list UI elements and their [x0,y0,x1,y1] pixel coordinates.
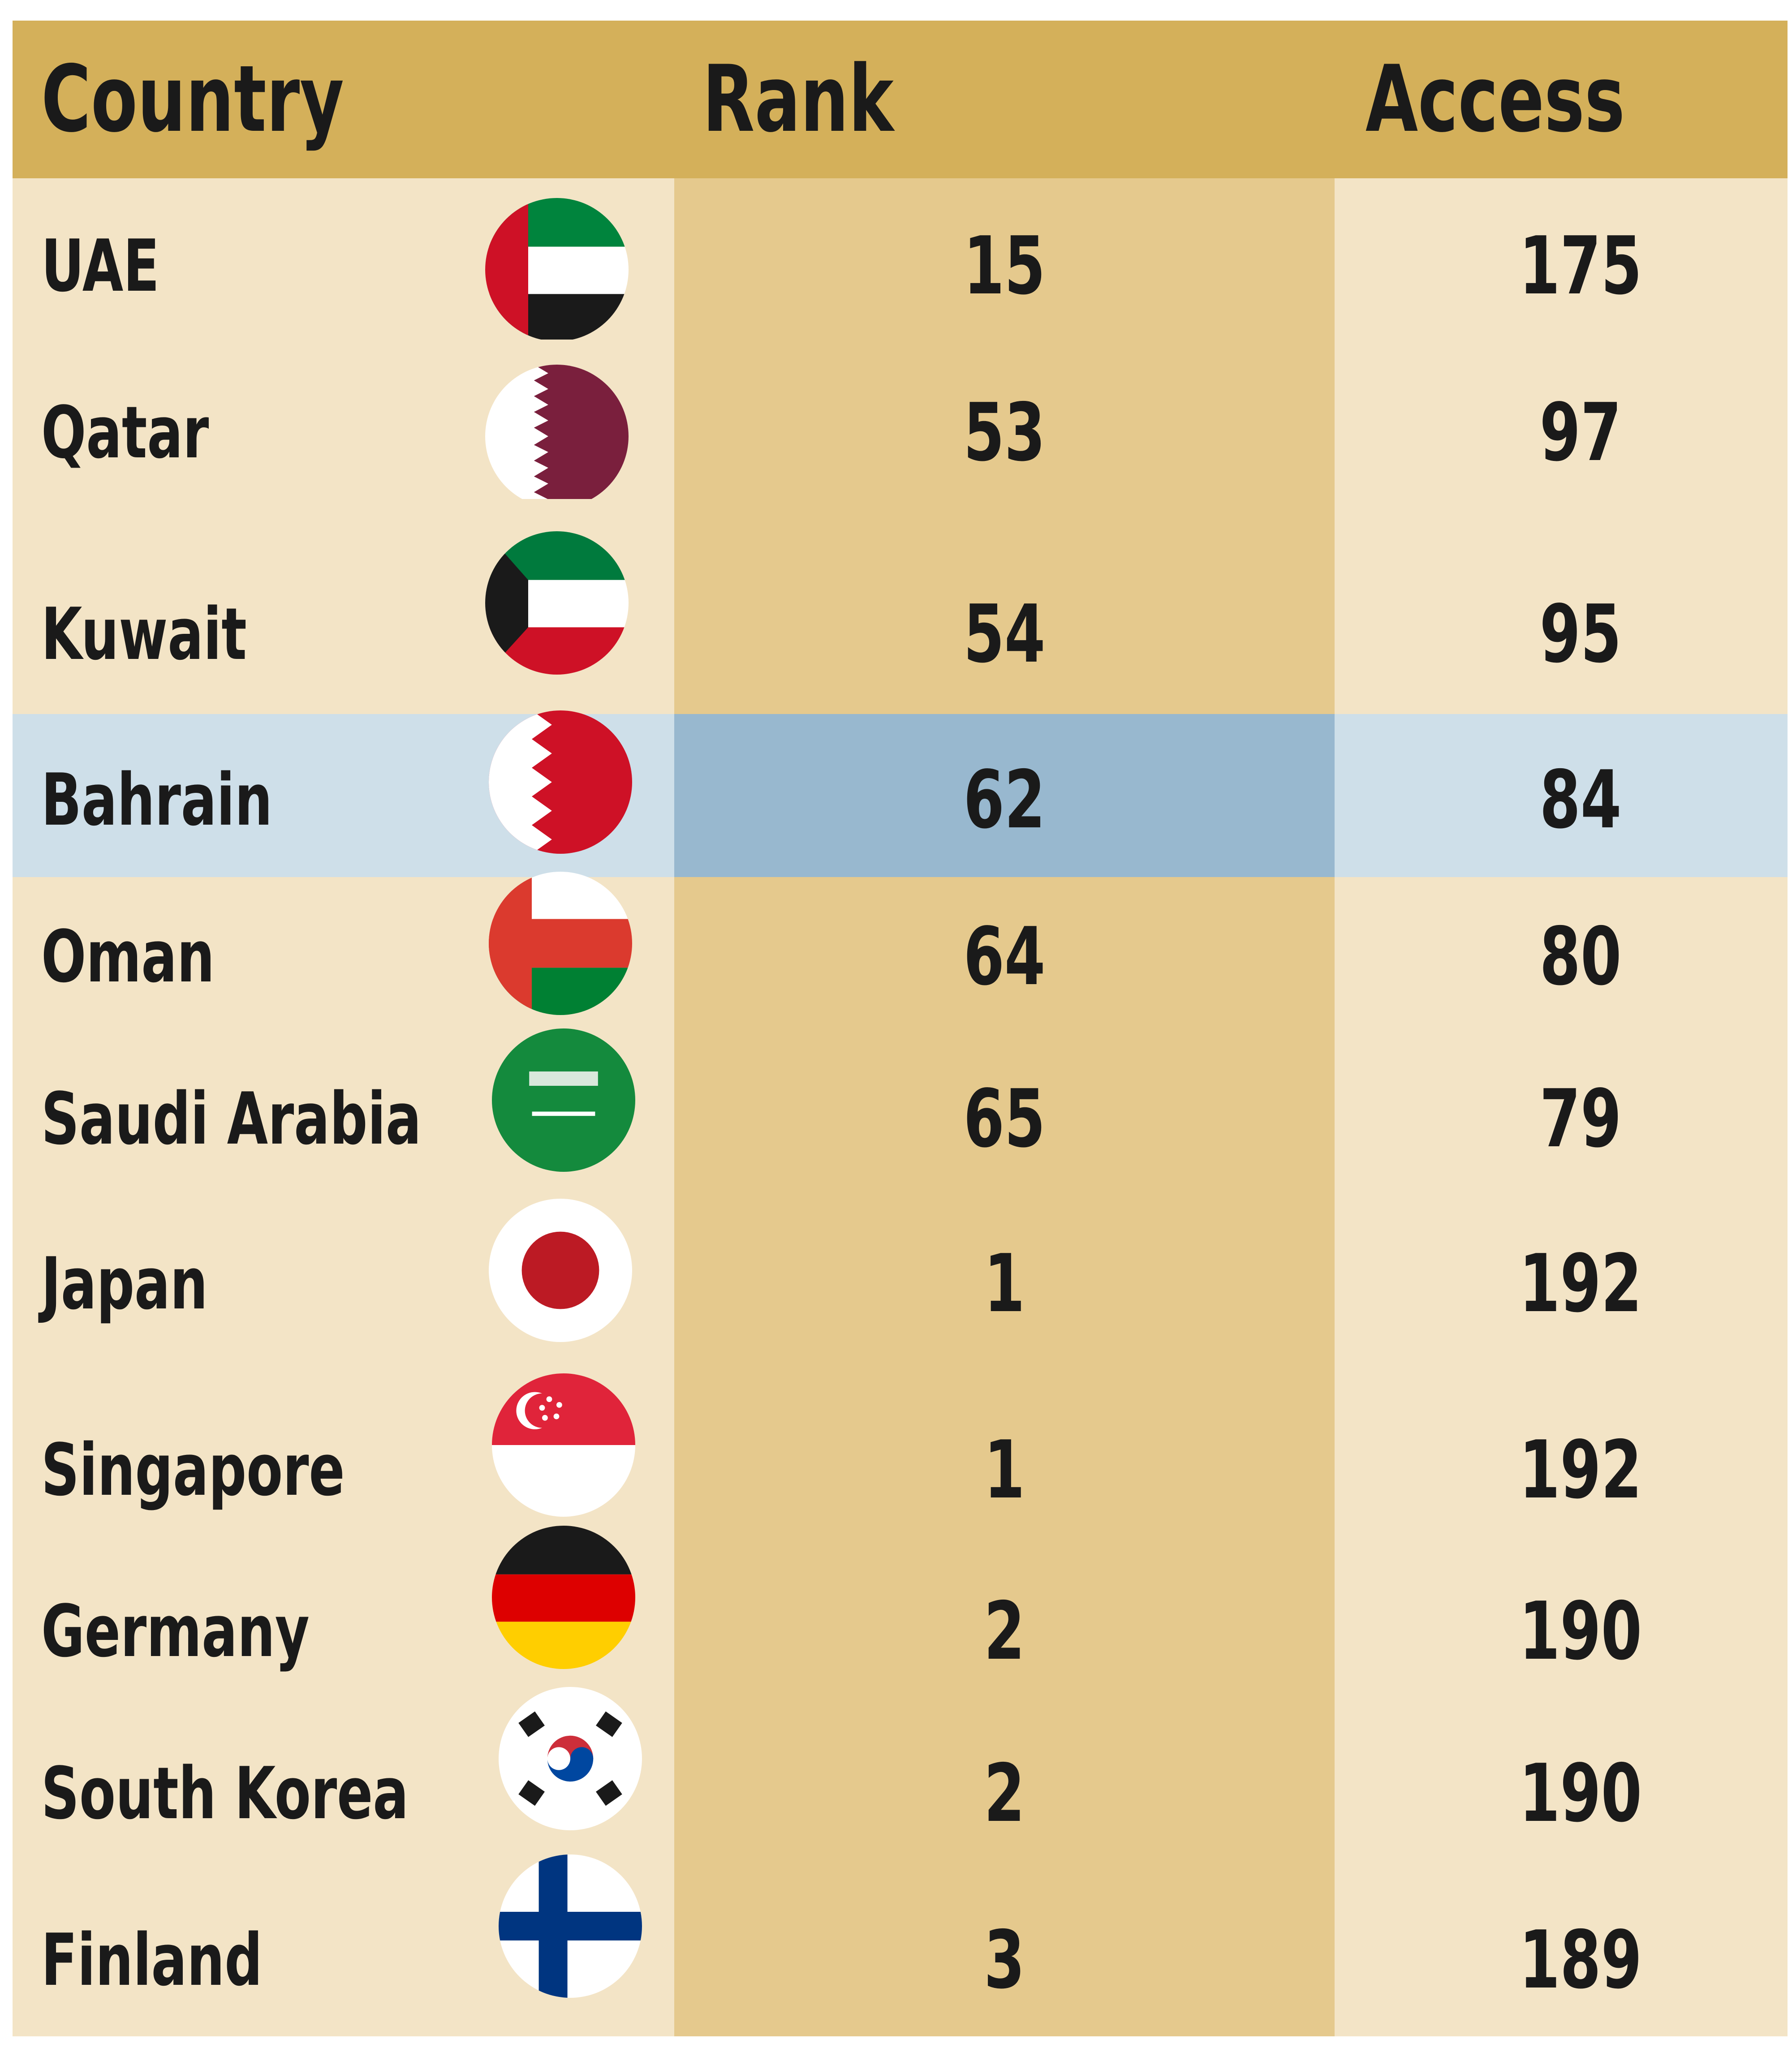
germany-flag-icon [492,1526,635,1669]
kuwait-flag-icon [485,531,629,675]
cell-rank [674,340,1335,499]
rank-value: 65 [963,1072,1046,1165]
access-value: 84 [1539,753,1622,846]
country-name: Singapore [41,1428,345,1512]
cell-rank [674,1194,1335,1378]
table-row: Singapore 1 192 [13,1373,1788,1535]
table-row: Kuwait 54 95 [13,499,1788,714]
cell-rank [674,1868,1335,2036]
country-name: Qatar [41,391,209,474]
table-row: UAE 15 175 [13,178,1788,341]
table-header: Country Rank Access [13,21,1788,178]
rank-value: 64 [963,910,1046,1003]
access-value: 192 [1519,1237,1642,1330]
access-value: 95 [1539,588,1622,680]
cell-access [1335,877,1788,1034]
table-row: Japan 1 192 [13,1194,1788,1378]
country-name: UAE [41,224,159,308]
uae-flag-icon [485,198,629,341]
access-value: 175 [1519,219,1642,312]
country-name: Kuwait [41,592,247,676]
cell-rank [674,178,1335,340]
header-rank: Rank [702,46,894,153]
cell-rank [674,714,1335,877]
oman-flag-icon [489,872,632,1015]
rank-value: 54 [963,588,1046,680]
passport-ranking-table: Country Rank Access UAE 15 175 Qatar 53 97 Kuw… [13,21,1788,2036]
cell-rank [674,1535,1335,1700]
country-name: Finland [41,1918,263,2002]
table-row: South Korea 2 190 [13,1687,1788,1868]
cell-access [1335,340,1788,499]
table-row: Oman 64 80 [13,872,1788,1034]
rank-value: 2 [984,1585,1025,1678]
access-value: 190 [1519,1747,1642,1840]
qatar-flag-icon [485,365,629,508]
cell-access [1335,499,1788,714]
table-row: Qatar 53 97 [13,340,1788,508]
cell-access [1335,1378,1788,1535]
table-row: Finland 3 189 [13,1854,1788,2036]
access-value: 190 [1519,1585,1642,1678]
cell-access [1335,1194,1788,1378]
header-country: Country [41,46,344,153]
cell-rank [674,877,1335,1034]
bahrain-flag-icon [489,710,632,854]
cell-rank [674,1700,1335,1868]
table-row: Germany 2 190 [13,1526,1788,1700]
cell-access [1335,1700,1788,1868]
country-name: Japan [41,1242,208,1325]
cell-rank [674,1034,1335,1194]
access-value: 97 [1539,386,1622,479]
access-value: 192 [1519,1424,1642,1516]
rank-value: 3 [984,1914,1025,2006]
header-access: Access [1366,46,1625,153]
table-row: Saudi Arabia 65 79 [13,1028,1788,1194]
country-name: Bahrain [41,758,272,842]
country-name: Germany [41,1589,310,1673]
japan-flag-icon [489,1199,632,1342]
cell-access [1335,1868,1788,2036]
south-korea-flag-icon [499,1687,642,1830]
country-name: South Korea [41,1751,409,1835]
table-row: Bahrain 62 84 [13,710,1788,877]
access-value: 189 [1519,1914,1642,2006]
saudi-arabia-flag-icon [492,1028,635,1172]
rank-value: 1 [984,1424,1025,1516]
rank-value: 1 [984,1237,1025,1330]
cell-access [1335,1535,1788,1700]
cell-access [1335,1034,1788,1194]
country-name: Oman [41,915,215,998]
access-value: 79 [1539,1072,1622,1165]
access-value: 80 [1539,910,1622,1003]
cell-rank [674,1378,1335,1535]
cell-access [1335,178,1788,340]
rank-value: 53 [963,386,1046,479]
cell-access [1335,714,1788,877]
singapore-flag-icon [492,1373,635,1517]
finland-flag-icon [499,1854,642,1998]
country-name: Saudi Arabia [41,1077,422,1161]
rank-value: 2 [984,1747,1025,1840]
rank-value: 62 [963,753,1046,846]
cell-rank [674,499,1335,714]
rank-value: 15 [963,219,1046,312]
